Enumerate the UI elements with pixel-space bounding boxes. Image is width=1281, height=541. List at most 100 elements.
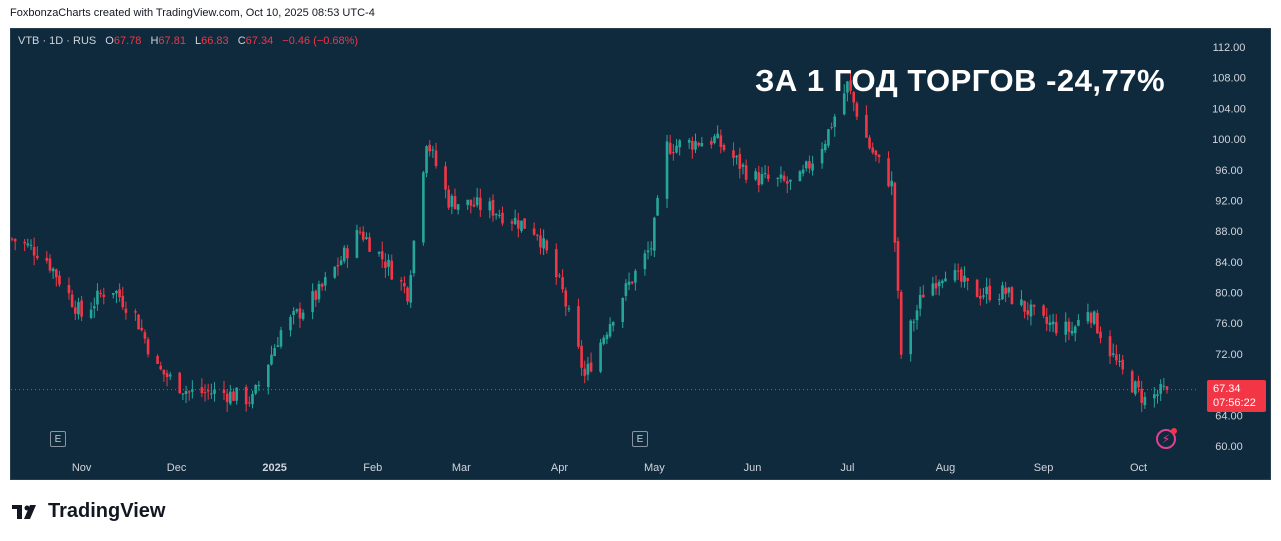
- candle-body: [279, 330, 283, 347]
- candle-body: [399, 280, 403, 282]
- chart-panel[interactable]: 112.00 108.00 104.00 100.00 96.00 92.00 88.00 8…: [10, 28, 1271, 480]
- candle-body: [222, 389, 226, 394]
- candle-body: [355, 230, 359, 258]
- candle-body: [934, 283, 938, 289]
- candle-body: [922, 294, 925, 298]
- candle-body: [896, 241, 900, 291]
- last-price-badge: 67.34 07:56:22: [1207, 380, 1266, 412]
- candle-body: [323, 277, 327, 286]
- y-tick-label: 108.00: [1212, 73, 1246, 85]
- candle-body: [447, 189, 450, 208]
- candle-body: [966, 277, 969, 281]
- candle-body: [251, 393, 254, 405]
- x-tick-label: May: [644, 462, 665, 474]
- candle-body: [558, 275, 561, 277]
- tradingview-logo[interactable]: TradingView: [12, 500, 165, 523]
- candle-body: [846, 81, 849, 93]
- candle-body: [292, 310, 295, 315]
- candle-body: [311, 291, 314, 313]
- candle-body: [390, 260, 394, 280]
- chart-credit: FoxbonzaCharts created with TradingView.…: [10, 7, 375, 19]
- x-tick-label: Nov: [72, 462, 92, 474]
- candle-body: [915, 310, 919, 321]
- candle-body: [1121, 359, 1124, 370]
- candle-body: [789, 179, 792, 182]
- candle-body: [36, 255, 39, 259]
- candle-body: [849, 80, 852, 91]
- candle-body: [982, 295, 985, 297]
- y-tick-label: 100.00: [1212, 134, 1246, 146]
- candle-body: [11, 238, 14, 240]
- candle-body: [539, 235, 542, 248]
- candle-body: [380, 251, 384, 260]
- candle-body: [29, 244, 33, 246]
- candle-body: [653, 217, 656, 251]
- x-tick-label: Sep: [1034, 462, 1054, 474]
- candle-body: [80, 300, 83, 317]
- candle-body: [434, 150, 438, 167]
- candle-body: [298, 308, 302, 319]
- y-tick-label: 112.00: [1213, 42, 1246, 54]
- y-tick-label: 80.00: [1215, 288, 1243, 300]
- candle-body: [168, 374, 172, 377]
- candle-body: [719, 135, 723, 147]
- earnings-marker[interactable]: E: [632, 431, 648, 447]
- earnings-marker[interactable]: E: [50, 431, 66, 447]
- candle-body: [735, 156, 738, 158]
- candle-body: [710, 140, 713, 145]
- candle-body: [273, 348, 276, 357]
- x-tick-label: Oct: [1130, 462, 1147, 474]
- symbol-label[interactable]: VTB · 1D · RUS: [18, 35, 97, 47]
- candle-body: [564, 290, 568, 307]
- candle-body: [963, 275, 966, 282]
- candle-body: [456, 204, 460, 210]
- candle-body: [469, 199, 473, 206]
- price-chart[interactable]: 112.00 108.00 104.00 100.00 96.00 92.00 88.00 8…: [11, 29, 1270, 479]
- candle-body: [931, 283, 935, 296]
- candle-body: [1051, 321, 1055, 325]
- candle-body: [1077, 319, 1080, 326]
- candle-body: [99, 292, 102, 295]
- candle-body: [890, 180, 893, 187]
- ohlc-legend: VTB · 1D · RUS O67.78 H67.81 L66.83 C67.…: [18, 35, 358, 47]
- candle-body: [146, 339, 150, 355]
- candle-body: [586, 363, 590, 375]
- candle-body: [997, 299, 1001, 301]
- candle-body: [203, 392, 207, 394]
- candle-body: [156, 355, 159, 364]
- candle-body: [700, 143, 704, 147]
- candle-body: [808, 160, 811, 169]
- candle-body: [213, 389, 216, 394]
- open-label: O: [105, 35, 114, 47]
- candle-body: [649, 248, 653, 250]
- candle-body: [96, 290, 99, 305]
- candle-body: [178, 372, 182, 394]
- candle-body: [909, 320, 912, 355]
- y-tick-label: 88.00: [1215, 226, 1243, 238]
- candle-body: [365, 237, 368, 239]
- notification-dot: [1171, 428, 1177, 434]
- candle-body: [229, 391, 232, 404]
- candle-body: [235, 387, 238, 401]
- candle-body: [361, 231, 365, 240]
- candle-body: [289, 317, 292, 331]
- candle-body: [1004, 287, 1007, 295]
- candle-body: [738, 154, 742, 169]
- candle-body: [479, 197, 482, 211]
- candle-body: [89, 309, 93, 318]
- candle-body: [137, 314, 140, 330]
- candle-body: [1092, 311, 1096, 324]
- candle-body: [314, 290, 318, 300]
- lightning-icon[interactable]: ⚡: [1156, 428, 1177, 449]
- candle-body: [165, 373, 169, 378]
- candle-body: [115, 290, 118, 294]
- candle-body: [1137, 380, 1140, 388]
- candle-body: [697, 142, 700, 146]
- high-value: 67.81: [158, 35, 186, 47]
- candle-body: [409, 275, 413, 303]
- candle-body: [760, 174, 764, 185]
- candle-body: [295, 309, 299, 312]
- candle-body: [1001, 285, 1004, 300]
- x-tick-label: 2025: [262, 462, 286, 474]
- candle-body: [941, 280, 944, 284]
